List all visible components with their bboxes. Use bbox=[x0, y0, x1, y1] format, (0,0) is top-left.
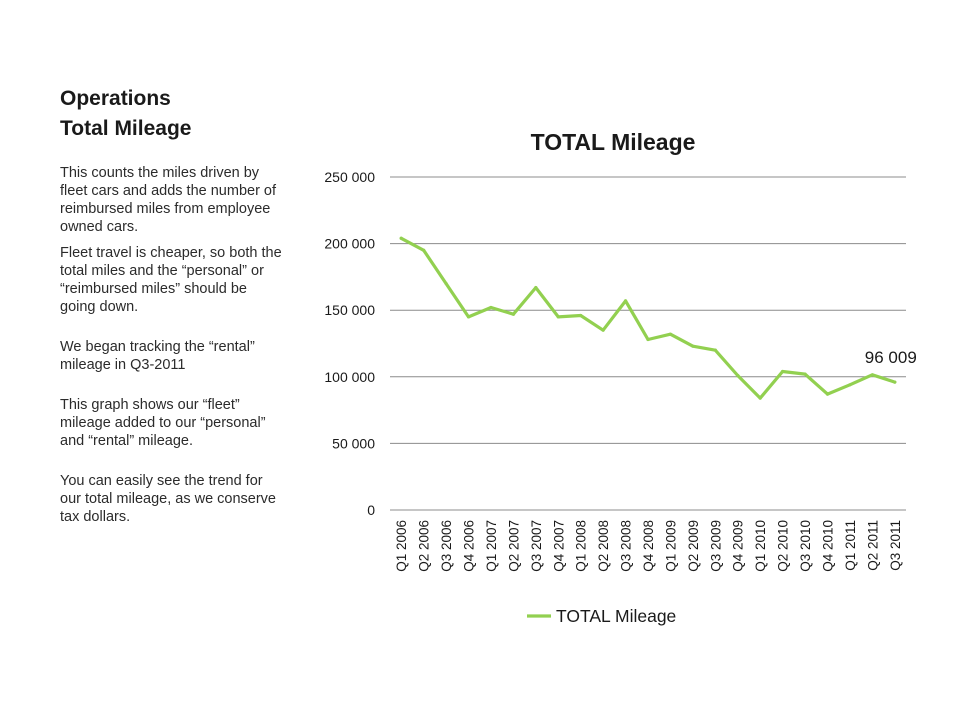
data-point bbox=[803, 372, 807, 376]
data-point bbox=[422, 248, 426, 252]
y-tick-label: 100 000 bbox=[324, 369, 375, 385]
y-tick-label: 150 000 bbox=[324, 302, 375, 318]
y-tick-label: 200 000 bbox=[324, 236, 375, 252]
heading-total-mileage: Total Mileage bbox=[60, 117, 192, 140]
x-tick-label: Q4 2006 bbox=[462, 520, 477, 572]
paragraph-fleet-cheaper: Fleet travel is cheaper, so both the tot… bbox=[60, 245, 282, 315]
data-point bbox=[893, 380, 897, 384]
data-label-last-value: 96 009 bbox=[865, 348, 917, 367]
data-point bbox=[848, 383, 852, 387]
x-tick-label: Q2 2009 bbox=[686, 520, 701, 572]
data-point bbox=[489, 305, 493, 310]
data-point bbox=[556, 315, 560, 319]
data-point bbox=[466, 315, 471, 319]
x-tick-label: Q3 2008 bbox=[619, 520, 634, 572]
data-point bbox=[623, 299, 628, 303]
paragraph-miles-definition: This counts the miles driven by fleet ca… bbox=[60, 165, 277, 235]
data-point bbox=[534, 285, 538, 290]
series-line-total-mileage bbox=[399, 236, 897, 400]
data-point bbox=[399, 236, 403, 240]
data-point bbox=[601, 328, 605, 332]
data-point bbox=[444, 281, 448, 286]
x-tick-label: Q3 2011 bbox=[888, 520, 903, 571]
x-tick-label: Q4 2008 bbox=[641, 520, 656, 572]
chart-title: TOTAL Mileage bbox=[531, 129, 696, 155]
x-tick-label: Q1 2009 bbox=[663, 520, 678, 572]
x-tick-label: Q1 2007 bbox=[484, 520, 499, 572]
x-tick-label: Q3 2007 bbox=[529, 520, 544, 572]
data-point bbox=[781, 369, 785, 374]
line-chart: TOTAL Mileage 0 50 000 100 000 150 000 200 0… bbox=[324, 129, 917, 626]
paragraph-graph-explanation: This graph shows our “fleet” mileage add… bbox=[60, 397, 266, 449]
x-tick-label: Q2 2010 bbox=[776, 520, 791, 572]
paragraph-rental-tracking: We began tracking the “rental” mileage i… bbox=[60, 339, 255, 373]
x-tick-label: Q3 2010 bbox=[798, 520, 813, 572]
x-tick-label: Q1 2008 bbox=[574, 520, 589, 572]
x-tick-label: Q2 2007 bbox=[506, 520, 521, 572]
data-point bbox=[736, 373, 740, 378]
data-point bbox=[870, 373, 874, 377]
legend-label: TOTAL Mileage bbox=[556, 606, 676, 626]
data-point bbox=[758, 396, 762, 400]
x-tick-label: Q3 2006 bbox=[439, 520, 454, 572]
data-point bbox=[511, 312, 515, 316]
data-point bbox=[713, 348, 717, 352]
x-tick-label: Q4 2009 bbox=[731, 520, 746, 572]
x-tick-label: Q1 2006 bbox=[394, 520, 409, 572]
y-tick-label: 0 bbox=[367, 502, 375, 518]
left-text-panel: Operations Total Mileage This counts the… bbox=[60, 84, 285, 534]
x-tick-label: Q1 2011 bbox=[843, 520, 858, 571]
x-tick-label: Q1 2010 bbox=[753, 520, 768, 572]
data-point bbox=[579, 313, 583, 318]
x-tick-label: Q2 2006 bbox=[417, 520, 432, 572]
paragraph-trend: You can easily see the trend for our tot… bbox=[60, 473, 276, 525]
x-tick-label: Q4 2007 bbox=[551, 520, 566, 572]
x-tick-label: Q2 2008 bbox=[596, 520, 611, 572]
x-tick-label: Q2 2011 bbox=[865, 520, 880, 571]
x-tick-label: Q4 2010 bbox=[820, 520, 835, 572]
data-point bbox=[825, 392, 830, 396]
y-tick-label: 50 000 bbox=[332, 435, 375, 451]
data-point bbox=[691, 344, 695, 348]
data-point bbox=[668, 332, 673, 336]
heading-operations: Operations bbox=[60, 87, 171, 110]
x-tick-label: Q3 2009 bbox=[708, 520, 723, 572]
y-tick-label: 250 000 bbox=[324, 169, 375, 185]
data-point bbox=[646, 337, 650, 342]
chart-container: TOTAL Mileage 0 50 000 100 000 150 000 200 0… bbox=[300, 120, 920, 640]
